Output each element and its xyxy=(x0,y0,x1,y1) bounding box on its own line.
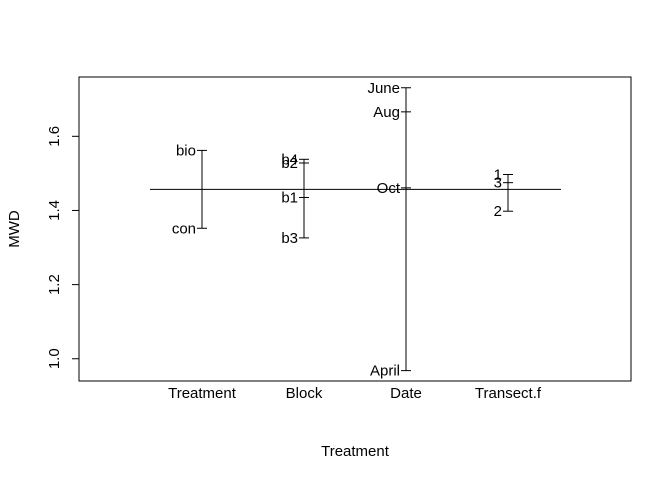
level-label: b4 xyxy=(281,151,298,168)
level-label: bio xyxy=(176,142,196,159)
level-label: 2 xyxy=(494,203,502,220)
y-tick-label: 1.0 xyxy=(46,348,63,369)
level-label: 1 xyxy=(494,167,502,184)
x-factor-label: Block xyxy=(286,385,323,402)
level-label: b3 xyxy=(281,230,298,247)
level-label: Oct xyxy=(377,180,401,197)
x-factor-label: Transect.f xyxy=(475,385,542,402)
x-axis-title: Treatment xyxy=(321,443,390,460)
x-axis: Treatment Block Date Transect.f xyxy=(168,385,542,402)
level-label: Aug xyxy=(373,104,400,121)
level-label: June xyxy=(367,80,400,97)
x-factor-label: Date xyxy=(390,385,422,402)
plot-frame xyxy=(78,76,632,382)
y-axis-title: MWD xyxy=(6,210,23,248)
level-label: April xyxy=(370,363,400,380)
y-tick-label: 1.2 xyxy=(46,274,63,295)
y-tick-label: 1.6 xyxy=(46,126,63,147)
x-factor-label: Treatment xyxy=(168,385,237,402)
y-axis: 1.0 1.2 1.4 1.6 xyxy=(46,126,80,369)
y-tick-label: 1.4 xyxy=(46,200,63,221)
level-label: b2 xyxy=(281,155,298,172)
level-label: b1 xyxy=(281,189,298,206)
level-label: con xyxy=(172,220,196,237)
level-label: 3 xyxy=(494,175,502,192)
